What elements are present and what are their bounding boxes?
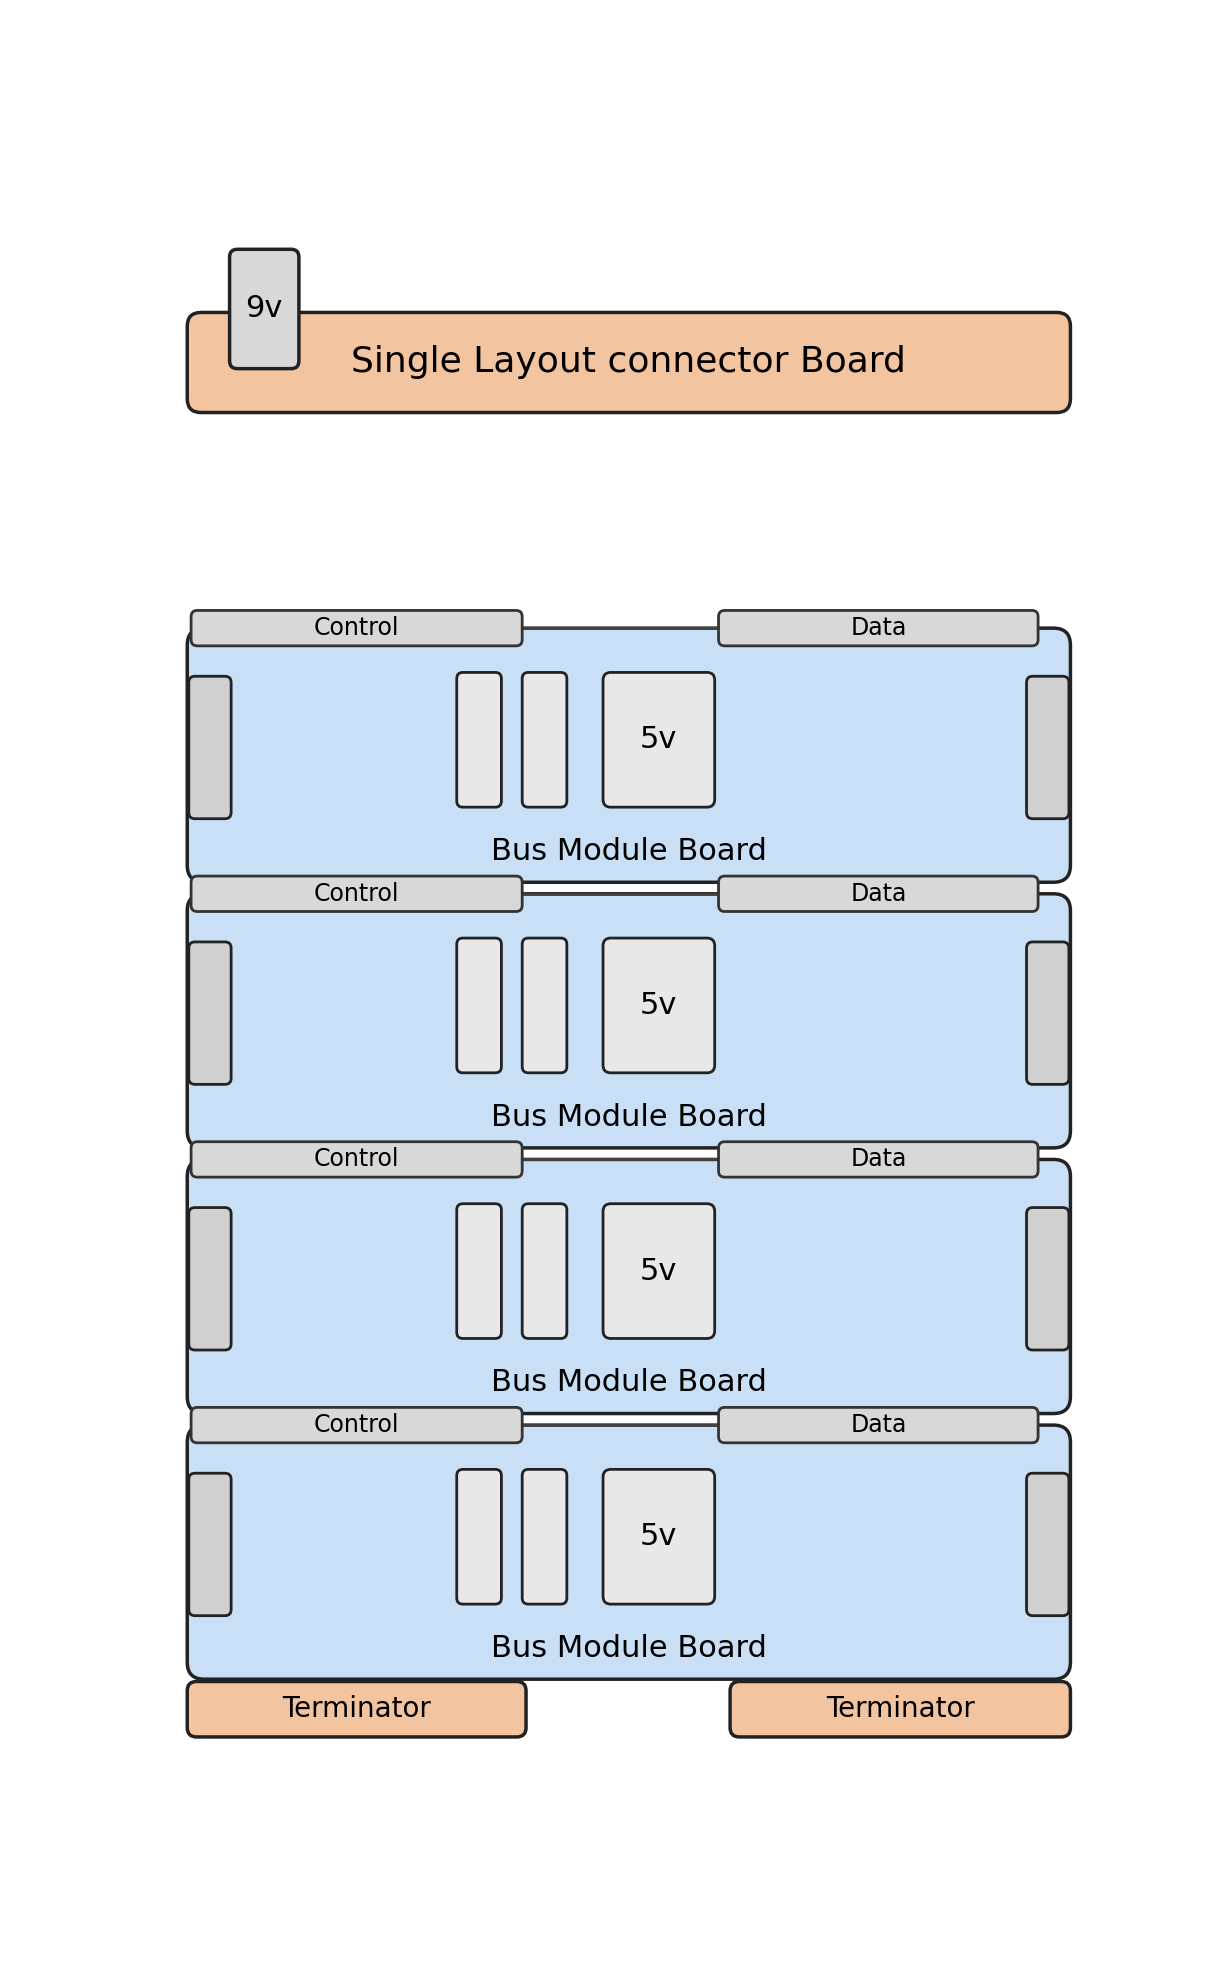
FancyBboxPatch shape: [189, 1473, 231, 1615]
FancyBboxPatch shape: [1027, 1207, 1069, 1350]
FancyBboxPatch shape: [456, 1470, 502, 1605]
FancyBboxPatch shape: [456, 1205, 502, 1338]
Text: Data: Data: [850, 881, 907, 906]
FancyBboxPatch shape: [189, 677, 231, 818]
FancyBboxPatch shape: [191, 1407, 523, 1442]
Text: Control: Control: [314, 1148, 400, 1171]
FancyBboxPatch shape: [1027, 1473, 1069, 1615]
FancyBboxPatch shape: [188, 312, 1070, 412]
FancyBboxPatch shape: [188, 628, 1070, 883]
FancyBboxPatch shape: [719, 1407, 1038, 1442]
Text: Single Layout connector Board: Single Layout connector Board: [351, 345, 907, 379]
FancyBboxPatch shape: [523, 1205, 567, 1338]
FancyBboxPatch shape: [188, 1160, 1070, 1413]
FancyBboxPatch shape: [189, 942, 231, 1085]
FancyBboxPatch shape: [1027, 942, 1069, 1085]
FancyBboxPatch shape: [191, 1142, 523, 1177]
Text: Data: Data: [850, 616, 907, 640]
Text: Bus Module Board: Bus Module Board: [491, 838, 767, 865]
FancyBboxPatch shape: [188, 1681, 526, 1736]
FancyBboxPatch shape: [602, 1470, 714, 1605]
Text: Terminator: Terminator: [826, 1695, 974, 1723]
FancyBboxPatch shape: [523, 673, 567, 806]
Text: Terminator: Terminator: [282, 1695, 431, 1723]
Text: 5v: 5v: [640, 1523, 677, 1552]
Text: 5v: 5v: [640, 726, 677, 753]
FancyBboxPatch shape: [602, 673, 714, 806]
FancyBboxPatch shape: [456, 673, 502, 806]
Text: Bus Module Board: Bus Module Board: [491, 1368, 767, 1397]
FancyBboxPatch shape: [191, 877, 523, 912]
Text: 5v: 5v: [640, 1256, 677, 1285]
Text: 5v: 5v: [640, 991, 677, 1020]
FancyBboxPatch shape: [730, 1681, 1070, 1736]
Text: Control: Control: [314, 881, 400, 906]
FancyBboxPatch shape: [188, 895, 1070, 1148]
FancyBboxPatch shape: [188, 1424, 1070, 1679]
FancyBboxPatch shape: [189, 1207, 231, 1350]
FancyBboxPatch shape: [1027, 677, 1069, 818]
FancyBboxPatch shape: [602, 938, 714, 1073]
FancyBboxPatch shape: [523, 938, 567, 1073]
FancyBboxPatch shape: [523, 1470, 567, 1605]
Text: Data: Data: [850, 1148, 907, 1171]
FancyBboxPatch shape: [456, 938, 502, 1073]
Text: Bus Module Board: Bus Module Board: [491, 1103, 767, 1132]
Text: Data: Data: [850, 1413, 907, 1436]
Text: Bus Module Board: Bus Module Board: [491, 1634, 767, 1664]
FancyBboxPatch shape: [602, 1205, 714, 1338]
FancyBboxPatch shape: [719, 1142, 1038, 1177]
Text: 9v: 9v: [245, 294, 283, 324]
Text: Control: Control: [314, 616, 400, 640]
Text: Control: Control: [314, 1413, 400, 1436]
FancyBboxPatch shape: [719, 877, 1038, 912]
FancyBboxPatch shape: [191, 610, 523, 645]
FancyBboxPatch shape: [229, 249, 299, 369]
FancyBboxPatch shape: [719, 610, 1038, 645]
